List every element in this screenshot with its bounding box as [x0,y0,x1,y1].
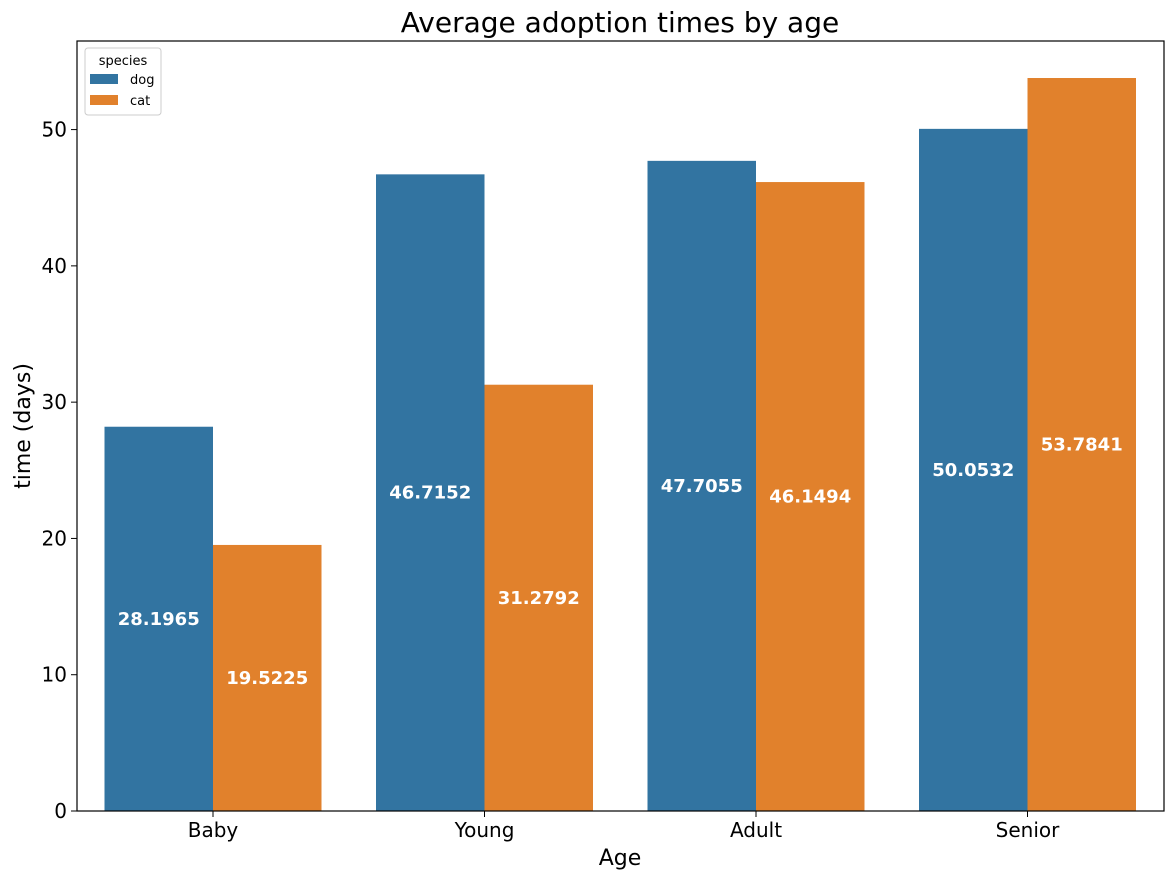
plot-frame [76,40,1165,812]
bars-group [104,78,1136,812]
legend-title: species [99,54,148,69]
legend-label-dog: dog [130,73,154,88]
bar-label-baby-cat: 19.5225 [226,668,308,689]
y-tick-label-0: 0 [54,799,67,823]
bar-senior-dog [919,128,1028,812]
x-axis-label: Age [599,846,642,871]
chart-title: Average adoption times by age [401,6,839,39]
x-tick-label-adult: Adult [730,818,782,842]
bar-label-senior-dog: 50.0532 [932,460,1014,481]
bar-label-adult-cat: 46.1494 [769,487,851,508]
bar-adult-cat [756,182,865,811]
legend-label-cat: cat [130,94,150,109]
x-tick-label-senior: Senior [996,818,1060,842]
bar-senior-cat [1027,78,1136,811]
bar-label-adult-dog: 47.7055 [661,476,743,497]
bar-label-baby-dog: 28.1965 [118,609,200,630]
legend-swatch-cat [90,95,118,105]
bar-baby-cat [213,544,322,811]
bar-young-dog [376,174,485,812]
y-tick-label-40: 40 [42,254,67,278]
bar-baby-dog [104,426,213,811]
y-tick-label-20: 20 [42,526,67,550]
bar-label-senior-cat: 53.7841 [1041,435,1123,456]
y-axis-ticks: 0 10 20 30 40 50 [42,118,77,823]
y-tick-label-50: 50 [42,118,67,142]
y-tick-label-10: 10 [42,663,67,687]
x-tick-label-baby: Baby [188,818,239,842]
x-tick-label-young: Young [454,818,515,842]
legend: species dog cat [84,47,162,116]
x-axis-ticks: Baby Young Adult Senior [188,811,1060,842]
bar-young-cat [484,384,593,811]
bar-label-young-cat: 31.2792 [498,588,580,609]
legend-swatch-dog [90,74,118,84]
bar-adult-dog [647,160,756,811]
bar-label-young-dog: 46.7152 [389,483,471,504]
y-tick-label-30: 30 [42,390,67,414]
y-axis-label: time (days) [11,363,36,489]
bar-labels-group: 28.1965 19.5225 46.7152 31.2792 47.7055 46.14… [118,435,1123,689]
